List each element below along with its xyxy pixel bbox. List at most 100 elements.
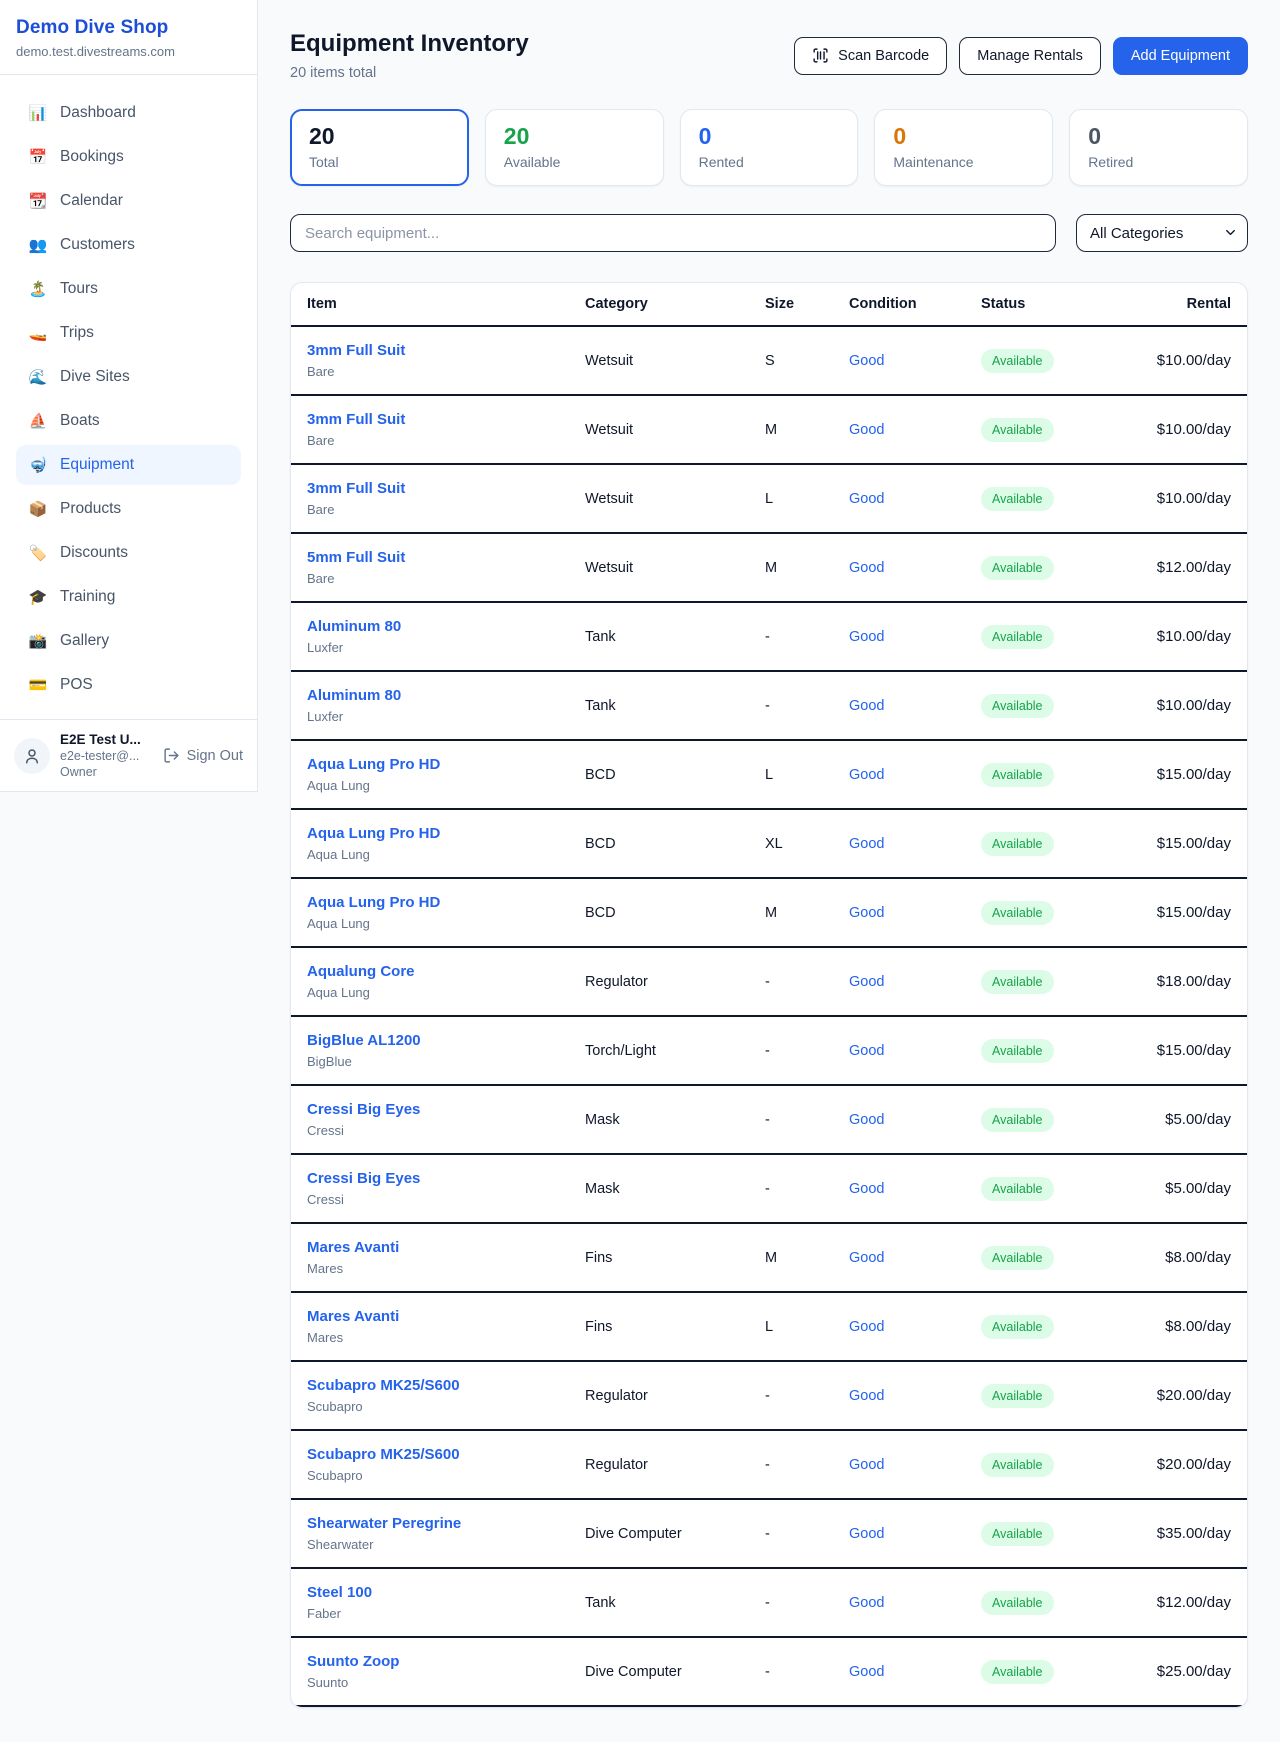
item-link[interactable]: Mares Avanti [307, 1308, 400, 1325]
sidebar-item-label: Gallery [60, 632, 110, 649]
sidebar-item-discounts[interactable]: 🏷️ Discounts [16, 533, 241, 573]
condition-link[interactable]: Good [849, 421, 885, 438]
search-input[interactable] [290, 214, 1056, 252]
item-link[interactable]: Scubapro MK25/S600 [307, 1377, 460, 1394]
table-row: Aqua Lung Pro HD Aqua Lung BCD XL Good A… [291, 810, 1247, 879]
condition-link[interactable]: Good [849, 1387, 885, 1404]
condition-link[interactable]: Good [849, 1249, 885, 1266]
category-cell: Mask [585, 1111, 620, 1128]
condition-link[interactable]: Good [849, 1318, 885, 1335]
condition-link[interactable]: Good [849, 490, 885, 507]
item-link[interactable]: 5mm Full Suit [307, 549, 406, 566]
sidebar-item-gallery[interactable]: 📸 Gallery [16, 621, 241, 661]
status-badge: Available [981, 1038, 1054, 1063]
status-badge: Available [981, 1659, 1054, 1684]
stat-value: 0 [893, 123, 907, 149]
add-equipment-button[interactable]: Add Equipment [1112, 36, 1248, 75]
item-link[interactable]: Aqua Lung Pro HD [307, 756, 441, 773]
category-select[interactable]: All Categories [1076, 214, 1248, 252]
sidebar-item-trips[interactable]: 🚤 Trips [16, 313, 241, 353]
stat-card-retired[interactable]: 0 Retired [1069, 109, 1248, 186]
item-link[interactable]: Shearwater Peregrine [307, 1515, 462, 1532]
rental-rate: $10.00/day [1156, 352, 1231, 369]
category-cell: Dive Computer [585, 1663, 682, 1680]
stat-card-rented[interactable]: 0 Rented [679, 109, 859, 186]
trips-icon: 🚤 [28, 325, 48, 342]
stat-card-total[interactable]: 20 Total [290, 109, 469, 186]
condition-link[interactable]: Good [849, 697, 885, 714]
sidebar-item-label: Bookings [60, 148, 124, 165]
condition-link[interactable]: Good [849, 1525, 885, 1542]
condition-link[interactable]: Good [849, 1663, 885, 1680]
status-badge: Available [981, 900, 1054, 925]
status-badge: Available [981, 1383, 1054, 1408]
condition-link[interactable]: Good [849, 1594, 885, 1611]
category-cell: Wetsuit [585, 352, 634, 369]
rental-rate: $20.00/day [1156, 1387, 1231, 1404]
item-cell: Aqua Lung Pro HD Aqua Lung [307, 825, 585, 862]
stat-card-available[interactable]: 20 Available [484, 109, 664, 186]
manage-rentals-button[interactable]: Manage Rentals [959, 36, 1101, 75]
sidebar-item-calendar[interactable]: 📆 Calendar [16, 181, 241, 221]
sign-out-button[interactable]: Sign Out [163, 747, 243, 764]
sidebar-item-label: Dashboard [60, 104, 136, 121]
status-badge: Available [981, 1452, 1054, 1477]
sidebar-item-training[interactable]: 🎓 Training [16, 577, 241, 617]
sidebar-item-dashboard[interactable]: 📊 Dashboard [16, 93, 241, 133]
item-link[interactable]: Mares Avanti [307, 1239, 400, 1256]
item-link[interactable]: Aluminum 80 [307, 687, 402, 704]
sidebar-item-label: Customers [60, 236, 135, 253]
sidebar-item-label: Products [60, 500, 122, 517]
sidebar-item-customers[interactable]: 👥 Customers [16, 225, 241, 265]
item-link[interactable]: BigBlue AL1200 [307, 1032, 421, 1049]
sidebar-item-label: Trips [60, 324, 94, 341]
item-link[interactable]: 3mm Full Suit [307, 342, 406, 359]
condition-link[interactable]: Good [849, 1456, 885, 1473]
sidebar-item-products[interactable]: 📦 Products [16, 489, 241, 529]
item-brand: Faber [307, 1606, 341, 1621]
item-link[interactable]: 3mm Full Suit [307, 411, 406, 428]
condition-link[interactable]: Good [849, 904, 885, 921]
category-cell: Regulator [585, 973, 648, 990]
sidebar-item-bookings[interactable]: 📅 Bookings [16, 137, 241, 177]
sidebar-item-boats[interactable]: ⛵ Boats [16, 401, 241, 441]
item-link[interactable]: Scubapro MK25/S600 [307, 1446, 460, 1463]
sidebar-item-tours[interactable]: 🏝️ Tours [16, 269, 241, 309]
condition-link[interactable]: Good [849, 1042, 885, 1059]
condition-link[interactable]: Good [849, 352, 885, 369]
condition-link[interactable]: Good [849, 628, 885, 645]
item-link[interactable]: Steel 100 [307, 1584, 373, 1601]
condition-link[interactable]: Good [849, 835, 885, 852]
stat-value: 0 [698, 123, 712, 149]
item-link[interactable]: 3mm Full Suit [307, 480, 406, 497]
item-link[interactable]: Suunto Zoop [307, 1653, 400, 1670]
table-header-row: Item Category Size Condition Status Rent… [291, 283, 1247, 327]
item-cell: Cressi Big Eyes Cressi [307, 1170, 585, 1207]
item-link[interactable]: Aqua Lung Pro HD [307, 825, 441, 842]
category-cell: Mask [585, 1180, 620, 1197]
status-cell: Available [981, 831, 1141, 856]
item-link[interactable]: Aqua Lung Pro HD [307, 894, 441, 911]
status-cell: Available [981, 1314, 1141, 1339]
sidebar-item-dive-sites[interactable]: 🌊 Dive Sites [16, 357, 241, 397]
item-link[interactable]: Aqualung Core [307, 963, 415, 980]
condition-link[interactable]: Good [849, 766, 885, 783]
item-link[interactable]: Cressi Big Eyes [307, 1170, 421, 1187]
item-link[interactable]: Cressi Big Eyes [307, 1101, 421, 1118]
size-cell: XL [765, 835, 783, 852]
condition-link[interactable]: Good [849, 559, 885, 576]
item-link[interactable]: Aluminum 80 [307, 618, 402, 635]
brand-block: Demo Dive Shop demo.test.divestreams.com [0, 0, 257, 75]
size-cell: - [765, 628, 770, 645]
rental-rate: $10.00/day [1156, 628, 1231, 645]
condition-link[interactable]: Good [849, 1111, 885, 1128]
scan-barcode-button[interactable]: Scan Barcode [794, 36, 948, 75]
condition-link[interactable]: Good [849, 1180, 885, 1197]
table-row: Aqualung Core Aqua Lung Regulator - Good… [291, 948, 1247, 1017]
stat-card-maintenance[interactable]: 0 Maintenance [874, 109, 1054, 186]
sidebar-item-pos[interactable]: 💳 POS [16, 665, 241, 705]
condition-link[interactable]: Good [849, 973, 885, 990]
sidebar-item-label: Tours [60, 280, 98, 297]
item-brand: Shearwater [307, 1537, 374, 1552]
sidebar-item-equipment[interactable]: 🤿 Equipment [16, 445, 241, 485]
